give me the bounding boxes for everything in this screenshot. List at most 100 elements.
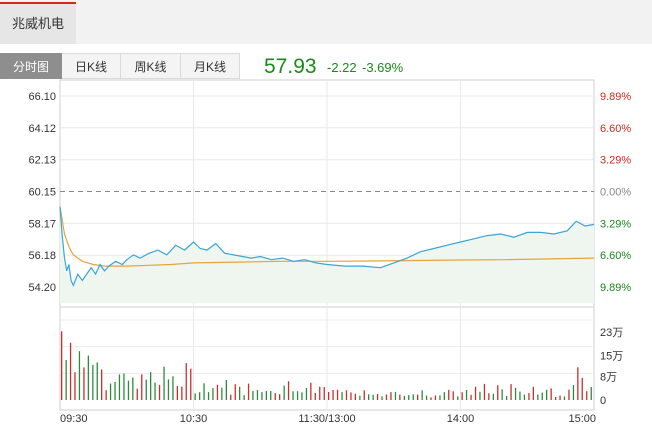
volume-bar bbox=[274, 393, 276, 400]
volume-bar bbox=[541, 392, 543, 400]
volume-bar bbox=[479, 391, 481, 400]
volume-bar bbox=[283, 385, 285, 400]
volume-bar bbox=[528, 393, 530, 400]
percent-tick-label: 3.29% bbox=[600, 218, 631, 230]
avg-price-line bbox=[59, 206, 595, 267]
volume-bar bbox=[230, 394, 232, 400]
chart-grid bbox=[60, 80, 594, 410]
volume-bar bbox=[577, 367, 579, 400]
volume-bar bbox=[563, 396, 566, 400]
volume-bar bbox=[581, 377, 583, 400]
volume-bar bbox=[350, 392, 352, 400]
volume-bar bbox=[354, 393, 356, 400]
volume-bar bbox=[421, 390, 423, 400]
volume-bar bbox=[323, 387, 325, 400]
volume-bar bbox=[488, 393, 490, 400]
volume-bar bbox=[265, 390, 267, 400]
volume-bar bbox=[559, 395, 561, 400]
volume-bar bbox=[256, 389, 259, 400]
volume-bar bbox=[345, 390, 348, 400]
volume-bar bbox=[465, 389, 468, 400]
volume-bar bbox=[181, 386, 183, 400]
percent-tick-label: 6.60% bbox=[600, 123, 631, 135]
volume-tick-label: 15万 bbox=[600, 351, 623, 363]
volume-bar bbox=[372, 394, 374, 400]
volume-bar bbox=[394, 391, 397, 400]
volume-bars bbox=[61, 331, 592, 400]
volume-bar bbox=[176, 386, 178, 400]
volume-bar bbox=[83, 367, 85, 400]
volume-bar bbox=[519, 391, 521, 400]
volume-bar bbox=[523, 394, 526, 400]
volume-bar bbox=[359, 395, 361, 400]
volume-bar bbox=[123, 373, 125, 400]
volume-bar bbox=[261, 392, 263, 400]
percent-tick-label: 9.89% bbox=[600, 282, 631, 294]
volume-bar bbox=[461, 392, 463, 400]
volume-bar bbox=[568, 389, 570, 400]
volume-bar bbox=[74, 372, 76, 400]
volume-bar bbox=[417, 394, 419, 400]
volume-bar bbox=[78, 351, 81, 400]
chart-tabs: 分时图 日K线 周K线 月K线 bbox=[0, 53, 240, 79]
price-change-percent: -3.69% bbox=[362, 60, 404, 75]
percent-tick-label: 3.29% bbox=[600, 155, 631, 167]
volume-bar bbox=[550, 388, 552, 400]
stock-name-tab[interactable]: 兆威机电 bbox=[0, 2, 76, 44]
volume-bar bbox=[96, 362, 98, 400]
tab-monthly-k[interactable]: 月K线 bbox=[181, 53, 240, 79]
volume-bar bbox=[194, 393, 196, 400]
volume-bar bbox=[154, 382, 156, 400]
volume-bar bbox=[185, 363, 187, 400]
tab-intraday[interactable]: 分时图 bbox=[0, 53, 62, 79]
volume-bar bbox=[145, 379, 147, 400]
volume-bar bbox=[368, 394, 370, 400]
volume-bar bbox=[510, 384, 512, 400]
volume-bar bbox=[537, 394, 539, 400]
volume-bar bbox=[572, 385, 575, 400]
chart-lines bbox=[59, 206, 595, 287]
volume-bar bbox=[483, 383, 486, 400]
tab-daily-k[interactable]: 日K线 bbox=[62, 53, 121, 79]
volume-bar bbox=[363, 390, 365, 400]
volume-bar bbox=[319, 386, 321, 400]
volume-bar bbox=[127, 380, 130, 400]
price-area bbox=[60, 206, 594, 303]
volume-bar bbox=[109, 383, 112, 400]
volume-bar bbox=[118, 374, 121, 400]
volume-bar bbox=[555, 397, 557, 400]
volume-bar bbox=[452, 391, 454, 400]
volume-bar bbox=[501, 389, 503, 400]
volume-bar bbox=[301, 392, 303, 400]
price-line bbox=[59, 206, 595, 287]
volume-bar bbox=[150, 372, 152, 400]
top-bar: 兆威机电 bbox=[0, 0, 652, 44]
tab-weekly-k[interactable]: 周K线 bbox=[121, 53, 181, 79]
volume-bar bbox=[87, 355, 89, 400]
volume-bar bbox=[408, 395, 410, 400]
volume-tick-label: 0 bbox=[600, 395, 606, 407]
volume-bar bbox=[586, 391, 588, 400]
time-tick-label: 10:30 bbox=[180, 413, 208, 425]
volume-bar bbox=[243, 395, 245, 400]
volume-bar bbox=[403, 395, 405, 400]
volume-bar bbox=[434, 395, 437, 400]
volume-bar bbox=[136, 388, 138, 400]
volume-bar bbox=[270, 391, 272, 400]
time-tick-label: 11:30/13:00 bbox=[298, 413, 355, 425]
volume-bar bbox=[279, 394, 281, 400]
volume-bar bbox=[376, 394, 379, 400]
volume-bar bbox=[310, 382, 312, 400]
current-price: 57.93 bbox=[264, 55, 317, 78]
volume-bar bbox=[287, 381, 290, 400]
volume-bar bbox=[314, 392, 316, 400]
volume-bar bbox=[474, 386, 477, 400]
price-change: -2.22 bbox=[327, 60, 357, 75]
volume-bar bbox=[425, 395, 428, 400]
volume-tick-label: 23万 bbox=[600, 327, 623, 339]
volume-bar bbox=[158, 384, 161, 400]
volume-bar bbox=[296, 391, 299, 400]
volume-bar bbox=[234, 384, 236, 400]
volume-bar bbox=[336, 389, 339, 400]
